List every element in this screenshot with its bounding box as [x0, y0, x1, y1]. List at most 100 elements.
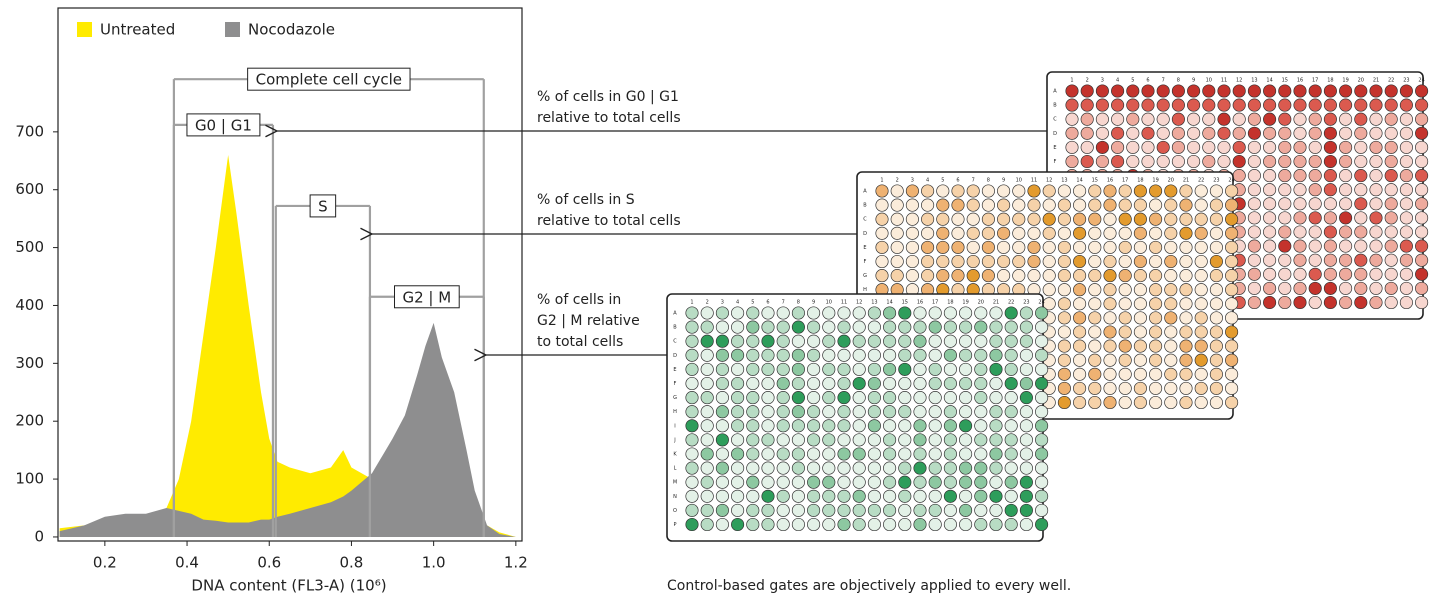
- well: [1278, 183, 1292, 197]
- well: [1035, 433, 1049, 447]
- gate-label: G2 | M: [403, 288, 452, 306]
- well: [1080, 126, 1094, 140]
- well: [1354, 197, 1368, 211]
- well: [1073, 283, 1087, 297]
- well: [959, 461, 973, 475]
- well: [1057, 283, 1071, 297]
- x-tick-label: 1.2: [504, 554, 528, 572]
- well: [1111, 140, 1125, 154]
- well: [1247, 267, 1261, 281]
- well: [1149, 226, 1163, 240]
- plate-row-label: D: [673, 353, 677, 359]
- area-series: [59, 322, 516, 537]
- well: [1164, 269, 1178, 283]
- plate-column-label: 21: [1373, 78, 1379, 84]
- well: [776, 433, 790, 447]
- well: [1194, 353, 1208, 367]
- well: [1369, 253, 1383, 267]
- well: [852, 461, 866, 475]
- well: [837, 320, 851, 334]
- well: [731, 405, 745, 419]
- well: [928, 362, 942, 376]
- well: [1073, 269, 1087, 283]
- well: [913, 320, 927, 334]
- well: [1133, 283, 1147, 297]
- x-tick-label: 0.8: [340, 554, 364, 572]
- well: [776, 306, 790, 320]
- well: [1164, 184, 1178, 198]
- well: [1247, 197, 1261, 211]
- well: [997, 254, 1011, 269]
- well: [1247, 126, 1261, 140]
- well: [1187, 126, 1201, 140]
- well: [890, 198, 904, 212]
- well: [776, 517, 790, 532]
- well: [1384, 140, 1398, 154]
- well: [1080, 84, 1094, 98]
- well: [867, 419, 881, 433]
- well: [1118, 297, 1132, 311]
- well: [1217, 112, 1231, 126]
- well: [1088, 297, 1102, 311]
- plate-column-label: 15: [1092, 178, 1098, 184]
- well: [928, 419, 942, 433]
- well: [761, 320, 775, 334]
- well: [890, 212, 904, 226]
- well: [959, 306, 973, 320]
- well: [807, 376, 821, 391]
- well: [1339, 169, 1353, 183]
- well: [1088, 254, 1102, 269]
- well: [1232, 112, 1246, 126]
- well: [1354, 239, 1368, 253]
- plate-column-label: 18: [1137, 178, 1143, 184]
- well: [1369, 169, 1383, 183]
- callout-text: % of cells in: [537, 292, 621, 308]
- well: [1073, 297, 1087, 311]
- well: [913, 405, 927, 419]
- well: [1293, 225, 1307, 239]
- well: [1035, 517, 1049, 532]
- well: [1415, 211, 1429, 225]
- well: [1384, 211, 1398, 225]
- well: [1354, 281, 1368, 295]
- well: [1225, 325, 1239, 339]
- well: [1149, 325, 1163, 339]
- well: [1149, 198, 1163, 212]
- well: [1149, 254, 1163, 269]
- well: [761, 433, 775, 447]
- well: [1339, 183, 1353, 197]
- well: [1179, 283, 1193, 297]
- well: [1118, 198, 1132, 212]
- well: [807, 461, 821, 475]
- well: [700, 419, 714, 433]
- well: [731, 461, 745, 475]
- well: [1415, 197, 1429, 211]
- well: [700, 447, 714, 461]
- plate-column-label: 23: [1023, 300, 1029, 306]
- plate-column-label: 2: [1086, 78, 1089, 84]
- well: [1194, 395, 1208, 410]
- well: [1225, 367, 1239, 381]
- well: [700, 348, 714, 362]
- well: [1035, 419, 1049, 433]
- well: [1278, 98, 1292, 112]
- well: [1209, 254, 1223, 269]
- well: [807, 433, 821, 447]
- well: [1080, 140, 1094, 154]
- x-tick-label: 0.4: [175, 554, 199, 572]
- well: [1027, 184, 1041, 198]
- well: [1133, 339, 1147, 353]
- well: [731, 348, 745, 362]
- well: [852, 419, 866, 433]
- well: [1263, 267, 1277, 281]
- y-tick-label: 400: [15, 296, 44, 314]
- well: [1035, 475, 1049, 489]
- plate-row-label: L: [674, 466, 677, 472]
- well: [1088, 339, 1102, 353]
- well: [1194, 184, 1208, 198]
- well: [1057, 269, 1071, 283]
- well: [822, 376, 836, 391]
- plate-row-label: B: [863, 203, 867, 209]
- well: [1415, 98, 1429, 112]
